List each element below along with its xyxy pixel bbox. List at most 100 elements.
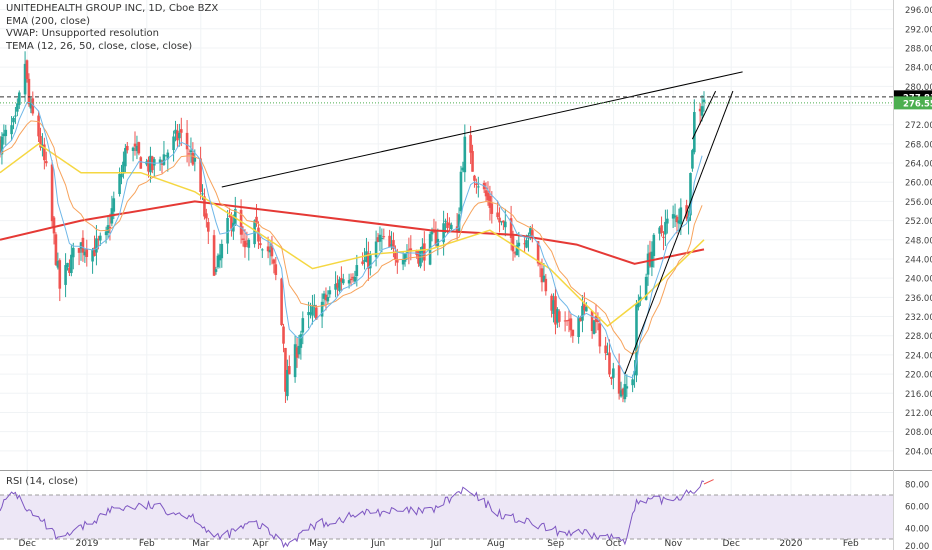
candle-body xyxy=(220,243,224,259)
candle-body xyxy=(216,255,220,268)
candle-body xyxy=(658,227,661,234)
candle-body xyxy=(43,144,46,161)
candle-body xyxy=(702,99,706,103)
candle-body xyxy=(604,345,607,354)
candle-body xyxy=(58,260,62,289)
candle-body xyxy=(579,317,582,322)
candle-body xyxy=(691,150,694,169)
tema-mid-line xyxy=(0,120,703,356)
candle-body xyxy=(118,173,121,195)
candle-body xyxy=(644,276,648,300)
candle-body xyxy=(434,231,438,246)
candle-body xyxy=(664,221,667,235)
x-tick-label: Jul xyxy=(430,539,442,549)
legend-ema[interactable]: EMA (200, close) xyxy=(6,15,90,27)
candle-body xyxy=(37,115,40,137)
candle-body xyxy=(365,251,368,262)
candle-body xyxy=(266,246,270,252)
candle-body xyxy=(552,300,555,314)
candle-body xyxy=(590,310,594,332)
candle-body xyxy=(461,167,465,171)
candle-body xyxy=(671,214,675,219)
candle-body xyxy=(608,352,611,375)
candle-body xyxy=(490,203,494,214)
candle-body xyxy=(444,220,447,222)
candle-body xyxy=(563,320,567,322)
candle-body xyxy=(617,365,621,394)
candle-body xyxy=(81,237,85,253)
y-tick-label: 260.00 xyxy=(905,179,932,189)
x-tick-label: Sep xyxy=(547,539,564,549)
candle-body xyxy=(66,262,69,268)
candle-body xyxy=(374,241,378,258)
rsi-tick-label: 20.00 xyxy=(905,542,929,550)
candle-body xyxy=(139,157,143,169)
chart-legend: UNITEDHEALTH GROUP INC, 1D, Cboe BZX EMA… xyxy=(6,3,218,53)
candle-body xyxy=(272,259,276,264)
candle-body xyxy=(27,78,31,105)
candle-body xyxy=(122,161,125,174)
candle-body xyxy=(336,282,339,288)
candle-body xyxy=(388,235,391,248)
candle-body xyxy=(98,235,102,241)
candle-body xyxy=(662,236,665,238)
x-tick-label: Dec xyxy=(19,539,36,549)
candle-body xyxy=(79,242,83,249)
y-tick-label: 292.00 xyxy=(905,25,932,35)
price-axis[interactable]: 204.00 208.00 212.00 216.00 220.00 224.00 228.… xyxy=(905,6,932,457)
candle-body xyxy=(457,214,461,233)
candle-body xyxy=(52,217,56,234)
candle-body xyxy=(228,215,231,217)
candle-body xyxy=(295,347,299,358)
candle-body xyxy=(484,190,488,197)
candle-body xyxy=(380,237,384,240)
candle-body xyxy=(369,254,372,269)
candle-body xyxy=(621,388,625,395)
candle-body xyxy=(309,312,312,315)
time-axis[interactable]: Dec 2019 Feb Mar Apr May Jun Jul Aug Sep Oct Nov Dec… xyxy=(19,539,860,549)
candle-body xyxy=(54,234,58,265)
candle-body xyxy=(152,159,156,166)
y-tick-label: 256.00 xyxy=(905,198,932,208)
legend-title[interactable]: UNITEDHEALTH GROUP INC, 1D, Cboe BZX xyxy=(6,3,219,14)
rsi-legend[interactable]: RSI (14, close) xyxy=(6,476,79,487)
candle-body xyxy=(253,220,256,245)
candle-body xyxy=(498,217,501,223)
candle-body xyxy=(50,164,54,222)
candle-body xyxy=(214,269,218,272)
candle-body xyxy=(172,136,175,151)
legend-vwap[interactable]: VWAP: Unsupported resolution xyxy=(6,28,159,39)
x-tick-label: Dec xyxy=(722,539,739,549)
candle-body xyxy=(322,293,326,299)
main-plot xyxy=(0,51,893,403)
candle-body xyxy=(324,294,328,301)
trendline-support xyxy=(624,90,734,375)
candle-body xyxy=(320,301,324,317)
candle-body xyxy=(293,344,297,378)
candle-body xyxy=(133,143,137,147)
candle-body xyxy=(174,129,177,134)
candle-body xyxy=(12,117,15,123)
candle-body xyxy=(247,239,251,248)
candle-body xyxy=(355,265,359,276)
candle-body xyxy=(268,249,272,253)
legend-tema[interactable]: TEMA (12, 26, 50, close, close, close) xyxy=(6,40,193,52)
y-tick-label: 248.00 xyxy=(905,236,932,246)
candle-body xyxy=(106,225,110,234)
candle-body xyxy=(403,254,407,262)
candle-body xyxy=(569,318,573,331)
candle-body xyxy=(93,247,96,256)
candle-body xyxy=(131,147,135,151)
x-tick-label: Feb xyxy=(843,539,859,549)
candle-body xyxy=(326,296,330,302)
price-labels: 277.81276.55 xyxy=(894,90,932,110)
candle-body xyxy=(83,251,87,256)
y-tick-label: 216.00 xyxy=(905,390,932,400)
candle-body xyxy=(419,250,422,267)
candle-body xyxy=(517,242,521,247)
candle-body xyxy=(515,245,519,256)
y-tick-label: 244.00 xyxy=(905,255,932,265)
rsi-axis[interactable]: 20.00 40.00 60.00 80.00 xyxy=(905,481,929,550)
candle-body xyxy=(351,276,355,279)
candle-body xyxy=(700,106,704,116)
